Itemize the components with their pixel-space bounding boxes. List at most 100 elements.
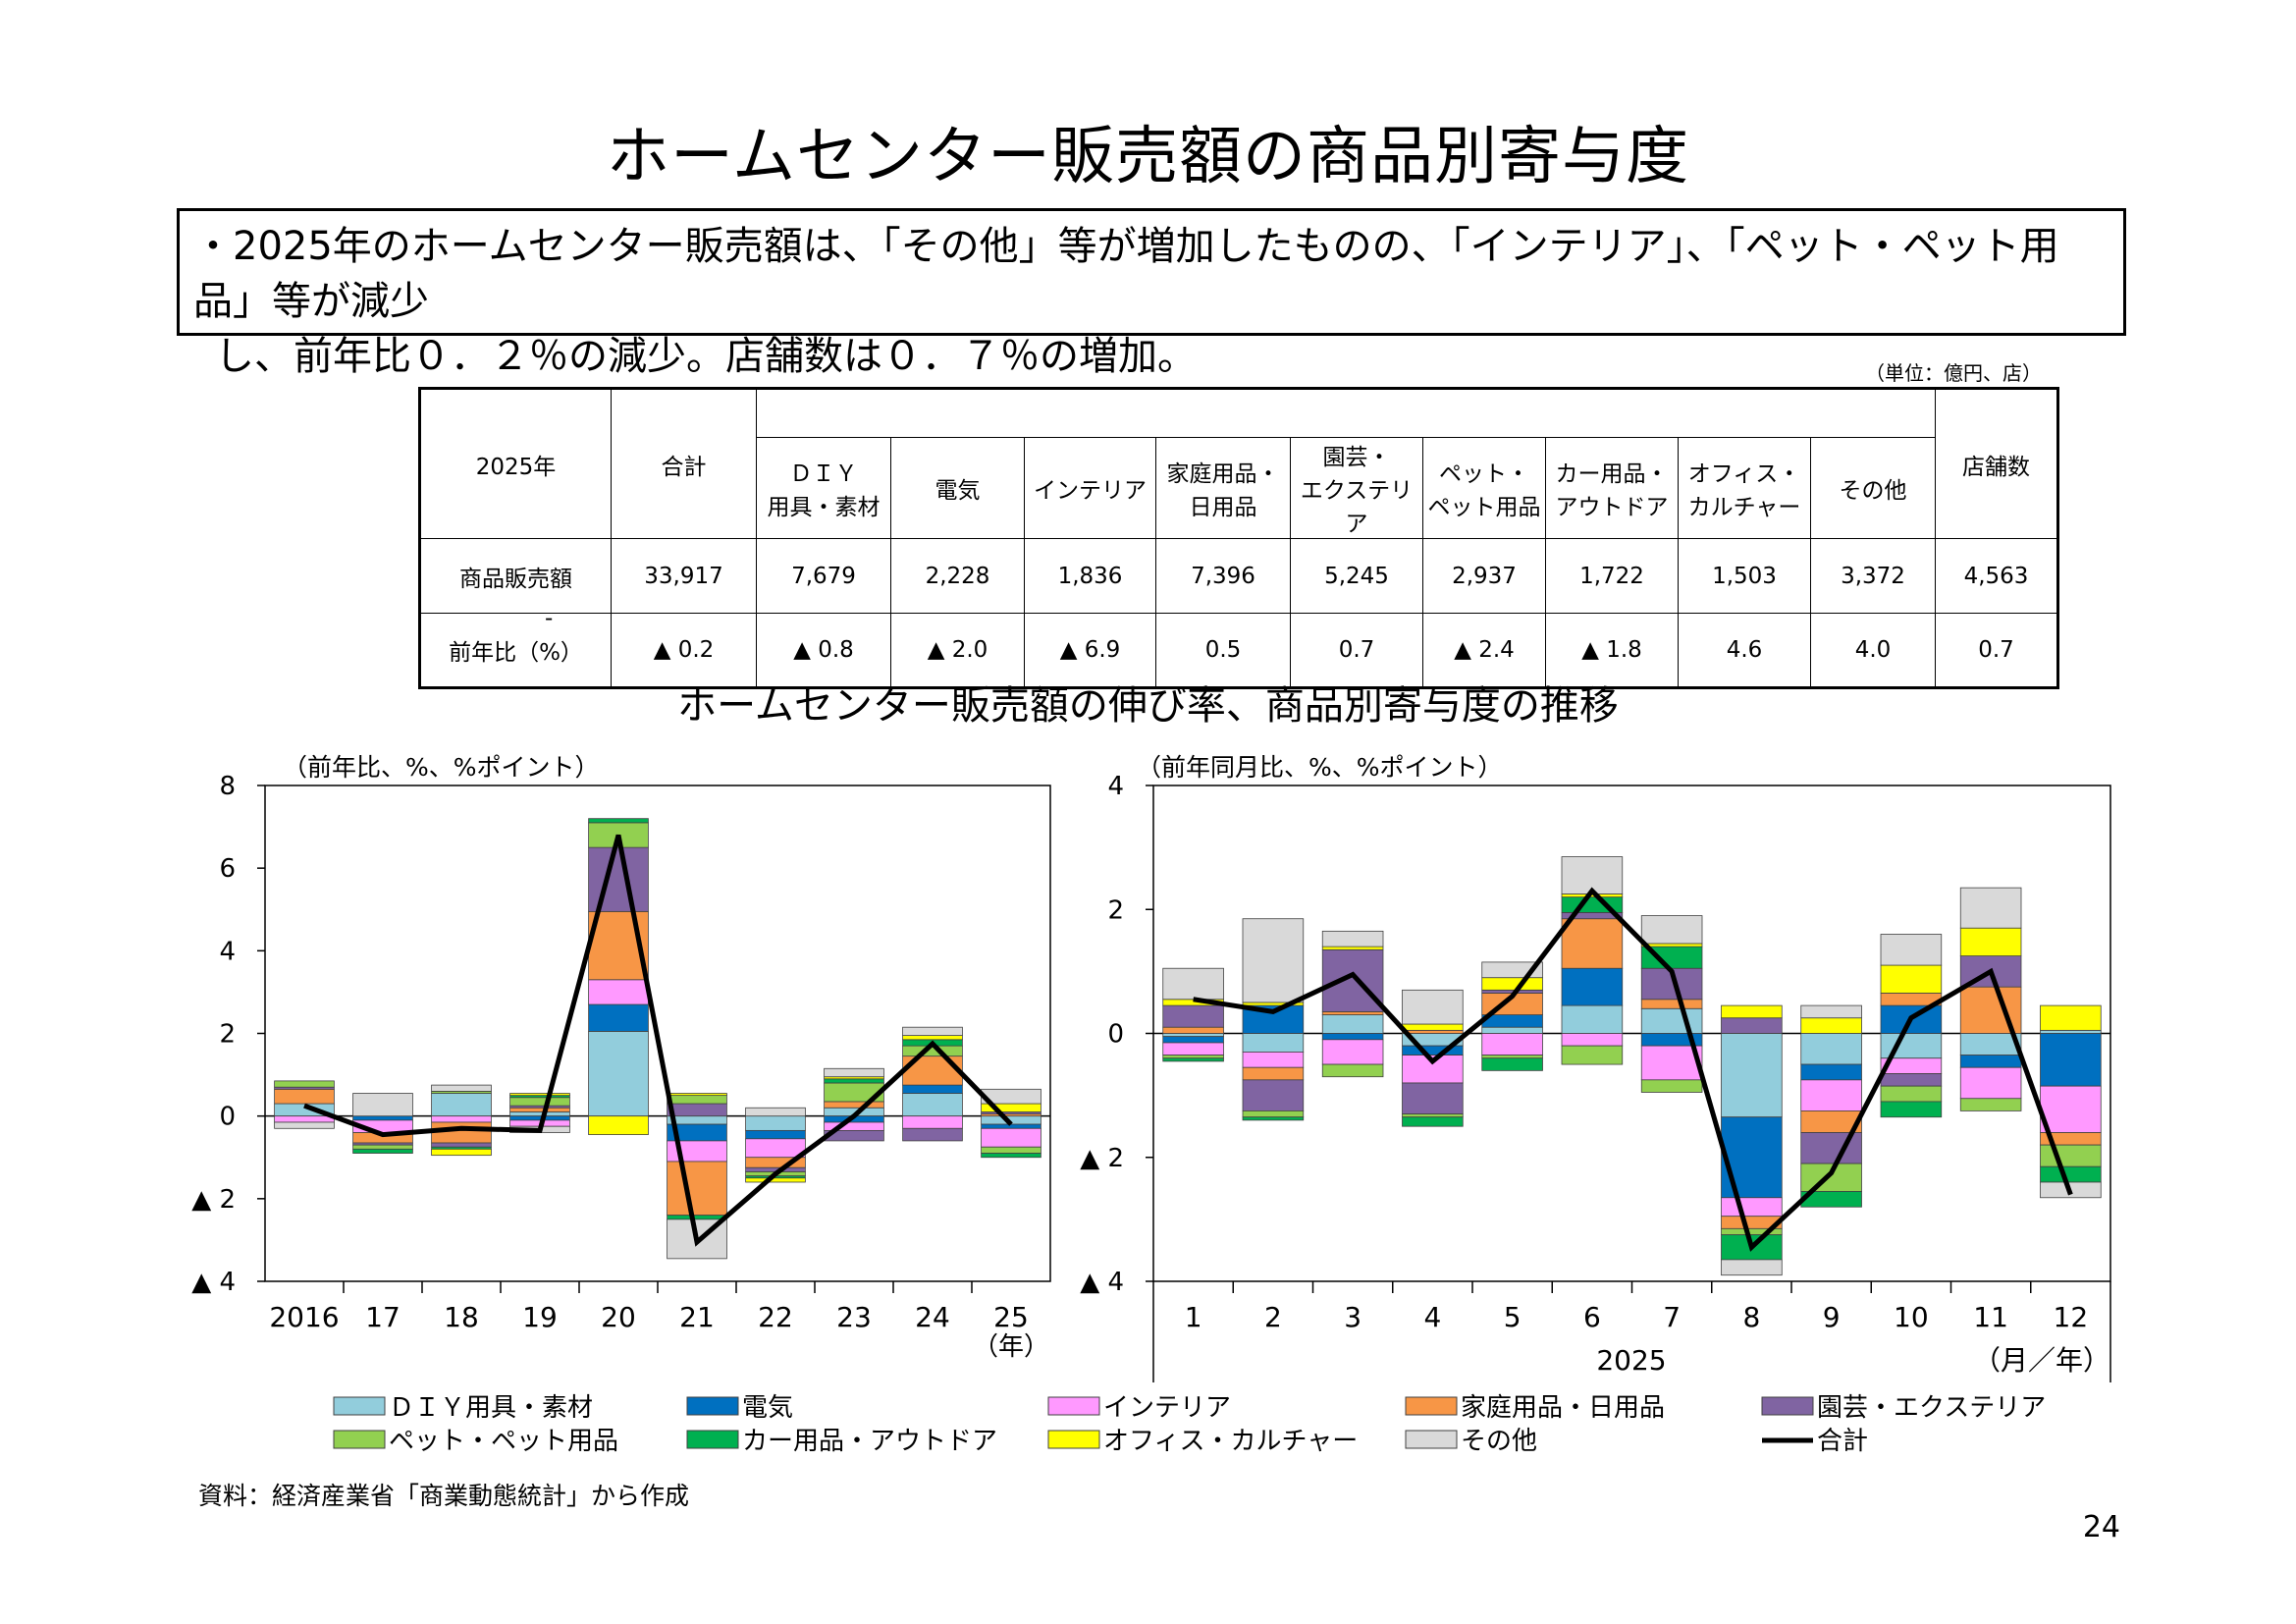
cell: 33,917 [611, 538, 757, 614]
chart1-ytick-label: 2 [219, 1020, 236, 1050]
header-garden-l2: エクステリア [1300, 478, 1414, 537]
header-car-l2: アウトドア [1555, 495, 1669, 520]
chart2-bar-segment [1959, 1055, 2022, 1068]
chart1-bar-segment [745, 1166, 806, 1172]
chart2-bar-segment [1402, 1113, 1464, 1118]
header-diy-l2: 用具・素材 [767, 495, 881, 520]
chart1-bar-segment [431, 1121, 492, 1144]
source-note: 資料：経済産業省「商業動態統計」から作成 [198, 1482, 690, 1510]
chart2-bar-segment [1242, 1066, 1305, 1081]
chart2-bar-segment [1721, 1227, 1783, 1236]
header-diy: ＤＩＹ 用具・素材 [756, 437, 891, 539]
chart1-ytick-label: 6 [219, 854, 236, 884]
chart2-bar-segment [1561, 1033, 1624, 1047]
chart2-bar-segment [1721, 1017, 1783, 1034]
legend-swatch-7 [686, 1430, 739, 1449]
header-total: 合計 [611, 388, 757, 539]
chart1-bar-segment [667, 1095, 727, 1105]
cell: 7,396 [1155, 538, 1291, 614]
chart2-bar-segment [1561, 912, 1624, 920]
chart2-xtick-label: 7 [1663, 1301, 1681, 1333]
chart2-bar-segment [1481, 1026, 1543, 1034]
chart1-bar-segment [509, 1119, 570, 1127]
chart1-bar-segment [667, 1215, 727, 1220]
chart1-bar-segment [981, 1153, 1041, 1159]
table-row-yoy: - 前年比（%） ▲ 0.2 ▲ 0.8 ▲ 2.0 ▲ 6.9 0.5 0.7… [419, 606, 2058, 688]
chart2-bar-segment [2040, 1144, 2102, 1167]
chart2-xtick-label: 8 [1742, 1301, 1760, 1333]
chart2-bar-segment [1321, 948, 1384, 1012]
chart2-bar-segment [1721, 1216, 1783, 1229]
chart1-xtick-label: 20 [601, 1301, 636, 1333]
legend-swatch-4 [1405, 1396, 1458, 1416]
chart1-xtick-label: 23 [836, 1301, 872, 1333]
chart2-bar-segment [1162, 1033, 1224, 1038]
chart1-bar-segment [588, 1115, 649, 1136]
chart1-ytick-label: 0 [219, 1103, 236, 1132]
chart2-bar-segment [1162, 1057, 1224, 1062]
chart2-bar-segment [1640, 943, 1703, 947]
legend-label: その他 [1461, 1427, 1537, 1456]
chart1-bar-segment [588, 1030, 649, 1117]
chart2-bar-segment [1162, 1036, 1224, 1044]
cell: 1,836 [1024, 538, 1156, 614]
chart1-ytick-label: ▲ 4 [191, 1268, 236, 1297]
chart2-bar-segment [1242, 1110, 1305, 1118]
chart2-plot-frame [1152, 785, 2111, 1282]
chart2-bar-segment [1959, 986, 2022, 1034]
chart1-bar-segment [352, 1093, 413, 1117]
chart2-bar-segment [1561, 856, 1624, 894]
chart1-bar-segment [667, 1161, 727, 1217]
chart1-bar-segment [431, 1115, 492, 1123]
chart1-plot-frame [264, 785, 1051, 1282]
summary-box: ・2025年のホームセンター販売額は、「その他」等が増加したものの、「インテリア… [177, 208, 2126, 379]
chart1-xtick-label: 21 [679, 1301, 715, 1333]
chart1-bar-segment [745, 1138, 806, 1159]
chart2-bar-segment [1242, 1079, 1305, 1111]
chart2-bar-segment [1242, 918, 1305, 1003]
chart1-bar-segment [902, 1084, 963, 1094]
cell: 7,679 [756, 538, 891, 614]
chart2-bar-segment [1321, 1011, 1384, 1015]
chart2-bar-segment [1800, 1163, 1862, 1192]
chart1-bar-segment [824, 1078, 884, 1084]
header-office-l2: カルチャー [1687, 495, 1801, 520]
chart2-bar-segment [1321, 1063, 1384, 1078]
chart2-bar-segment [1959, 927, 2022, 956]
chart1-note: （前年比、%、%ポイント） [283, 753, 600, 782]
header-household-l1: 家庭用品・ [1166, 461, 1280, 487]
chart1-bar-segment [431, 1084, 492, 1092]
chart1-bar-segment [667, 1103, 727, 1117]
summary-table: 2025年 合計 店舗数 ＤＩＹ 用具・素材 電気 インテリア 家庭用品・ 日用品 … [418, 387, 2059, 689]
chart2-bar-segment [1880, 1033, 1943, 1059]
cell: 2,228 [890, 538, 1025, 614]
chart1-bar-segment [274, 1121, 335, 1129]
chart1-bar-segment [824, 1107, 884, 1117]
chart1-bar-segment [745, 1115, 806, 1131]
chart2-bar-segment [1800, 1079, 1862, 1111]
chart2-bar-segment [1402, 1082, 1464, 1114]
chart2-bar-segment [1242, 1052, 1305, 1068]
chart2-bar-segment [2040, 1033, 2102, 1087]
cell: ▲ 6.9 [1024, 613, 1156, 688]
row-label-yoy-text: 前年比（%） [449, 640, 583, 666]
header-pet: ペット・ ペット用品 [1422, 437, 1546, 539]
chart2-bar-segment [1721, 1259, 1783, 1276]
chart1-bar-segment [352, 1144, 413, 1150]
chart2-xtick-label: 3 [1344, 1301, 1362, 1333]
chart2-bar-segment [1402, 1045, 1464, 1056]
chart1-bar-segment [667, 1123, 727, 1142]
chart2-bar-segment [1561, 1045, 1624, 1065]
chart1-bar-segment [902, 1056, 963, 1086]
chart1-total-line [303, 834, 1013, 1247]
chart2-bar-segment [1162, 999, 1224, 1006]
chart2-bar-segment [1880, 1004, 1943, 1034]
chart1-x-unit: （年） [973, 1332, 1049, 1362]
chart2-bar-segment [1242, 1004, 1305, 1034]
chart2-x-unit: （月／年） [1973, 1344, 2110, 1377]
chart1-bar-segment [352, 1132, 413, 1144]
chart1-bar-segment [588, 818, 649, 824]
chart1-bar-segment [981, 1115, 1041, 1125]
chart1-bar-segment [274, 1115, 335, 1123]
chart2-bar-segment [2040, 1132, 2102, 1146]
